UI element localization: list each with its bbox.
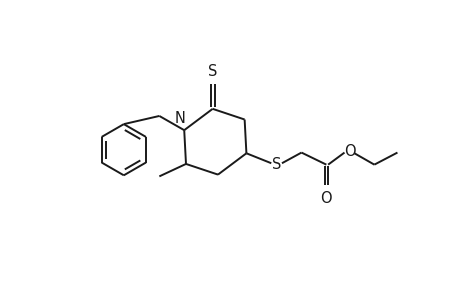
Text: S: S — [207, 64, 217, 80]
Text: O: O — [343, 144, 354, 159]
Text: N: N — [174, 111, 185, 126]
Text: O: O — [320, 190, 331, 206]
Text: S: S — [271, 157, 281, 172]
